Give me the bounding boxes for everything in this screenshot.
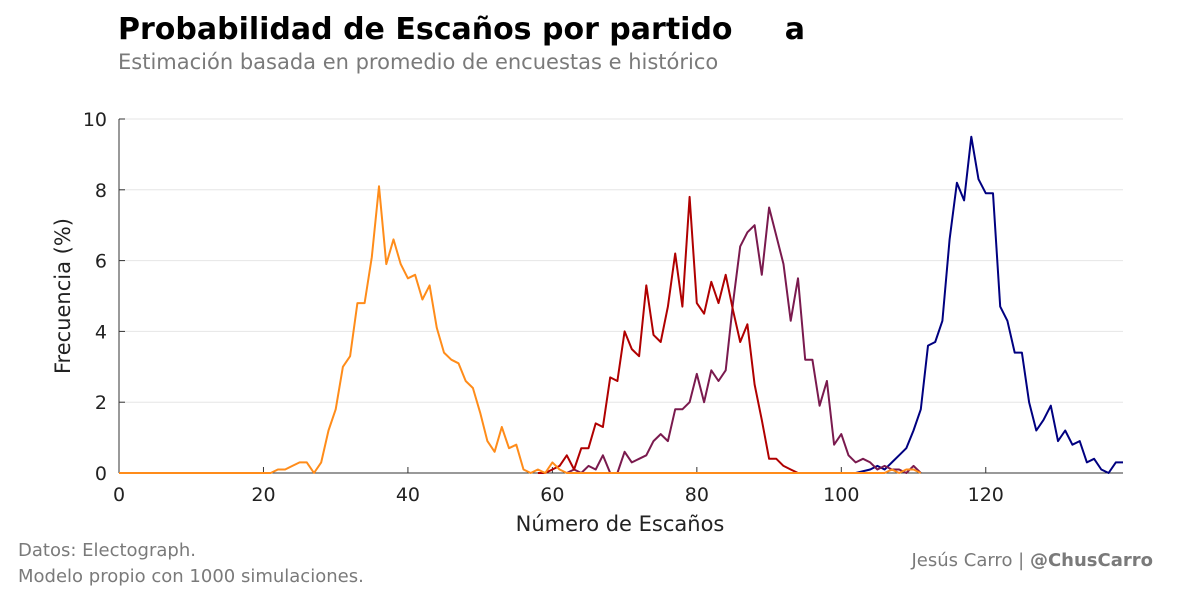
y-axis-label: Frecuencia (%)	[51, 218, 75, 374]
x-tick-label-40: 40	[396, 484, 420, 506]
series-line-4	[119, 185, 922, 474]
y-tick-label-6: 6	[95, 251, 107, 273]
source-line-1: Datos: Electograph.	[18, 540, 196, 561]
x-tick-label-100: 100	[823, 484, 859, 506]
x-tick-label-60: 60	[540, 484, 564, 506]
credit-name: Jesús Carro |	[911, 550, 1030, 571]
chart-subtitle: Estimación basada en promedio de encuest…	[118, 50, 719, 74]
y-tick-label-4: 4	[95, 321, 107, 343]
y-tick-label-8: 8	[95, 180, 107, 202]
series-lines	[119, 135, 1123, 474]
y-tick-label-0: 0	[95, 463, 107, 485]
axes	[118, 118, 1123, 474]
y-tick-label-2: 2	[95, 392, 107, 414]
x-axis-label: Número de Escaños	[516, 512, 725, 536]
author-credit: Jesús Carro | @ChusCarro	[911, 550, 1153, 571]
source-line-2: Modelo propio con 1000 simulaciones.	[18, 566, 364, 587]
x-tick-label-20: 20	[251, 484, 275, 506]
credit-handle[interactable]: @ChusCarro	[1029, 550, 1153, 571]
chart-title: Probabilidad de Escaños por partido a	[118, 12, 805, 47]
series-line-3	[537, 195, 813, 474]
x-tick-label-0: 0	[113, 484, 125, 506]
x-tick-label-120: 120	[968, 484, 1004, 506]
x-tick-label-80: 80	[685, 484, 709, 506]
y-tick-label-10: 10	[83, 109, 107, 131]
series-line-2	[566, 206, 922, 474]
series-line-1	[841, 135, 1123, 474]
